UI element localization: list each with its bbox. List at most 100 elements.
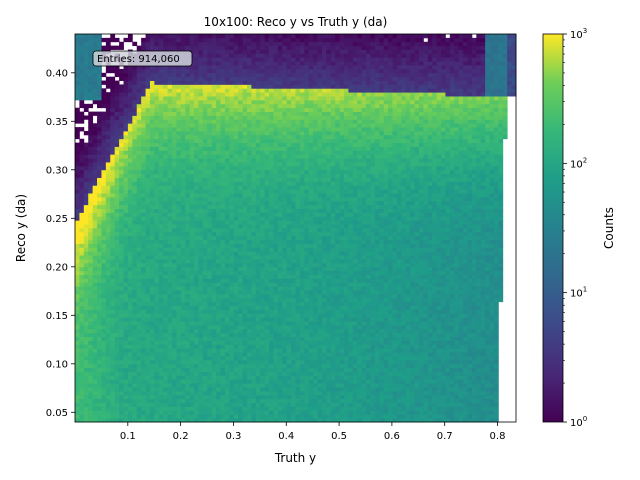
heatmap-cell: [149, 173, 155, 178]
heatmap-cell: [163, 134, 169, 140]
heatmap-cell: [167, 262, 173, 268]
heatmap-cell: [216, 204, 221, 209]
heatmap-cell: [207, 107, 213, 112]
heatmap-cell: [189, 340, 195, 345]
heatmap-cell: [224, 193, 230, 198]
heatmap-cell: [132, 414, 138, 419]
heatmap-cell: [211, 371, 217, 376]
heatmap-cell: [119, 282, 124, 287]
heatmap-cell: [242, 278, 248, 283]
heatmap-cell: [114, 173, 120, 178]
heatmap-cell: [233, 65, 239, 70]
heatmap-cell: [167, 297, 173, 303]
heatmap-cell: [224, 390, 230, 396]
heatmap-cell: [88, 216, 94, 221]
heatmap-cell: [141, 131, 146, 136]
heatmap-cell: [158, 274, 164, 279]
heatmap-cell: [154, 286, 160, 291]
heatmap-cell: [158, 169, 164, 175]
heatmap-cell: [185, 387, 191, 392]
heatmap-cell: [238, 158, 243, 163]
heatmap-cell: [202, 193, 208, 198]
heatmap-cell: [172, 162, 177, 167]
heatmap-cell: [189, 414, 195, 419]
heatmap-cell: [119, 193, 124, 198]
heatmap-cell: [176, 212, 182, 217]
heatmap-cell: [238, 336, 243, 341]
heatmap-cell: [92, 262, 98, 268]
heatmap-cell: [260, 53, 266, 58]
heatmap-cell: [273, 158, 279, 163]
heatmap-cell: [291, 414, 296, 419]
heatmap-cell: [172, 72, 177, 78]
heatmap-cell: [127, 328, 133, 334]
heatmap-cell: [101, 173, 107, 178]
heatmap-cell: [211, 142, 217, 147]
heatmap-cell: [75, 235, 80, 241]
heatmap-cell: [136, 251, 142, 256]
heatmap-cell: [211, 387, 217, 392]
heatmap-cell: [189, 390, 195, 396]
heatmap-cell: [251, 410, 257, 415]
heatmap-cell: [163, 228, 169, 233]
heatmap-cell: [149, 84, 155, 89]
heatmap-cell: [211, 313, 217, 318]
heatmap-cell: [264, 313, 270, 318]
heatmap-cell: [145, 243, 151, 248]
heatmap-cell: [105, 127, 111, 132]
heatmap-cell: [242, 65, 248, 70]
heatmap-cell: [295, 193, 301, 198]
heatmap-cell: [123, 278, 129, 283]
heatmap-cell: [264, 204, 270, 209]
heatmap-cell: [216, 68, 221, 74]
heatmap-cell: [97, 235, 102, 241]
heatmap-cell: [158, 293, 164, 299]
heatmap-cell: [127, 243, 133, 248]
heatmap-cell: [238, 142, 243, 147]
heatmap-cell: [224, 200, 230, 206]
heatmap-cell: [260, 228, 266, 233]
heatmap-cell: [163, 239, 169, 244]
heatmap-cell: [269, 243, 274, 248]
heatmap-cell: [216, 169, 221, 175]
heatmap-cell: [251, 150, 257, 155]
heatmap-cell: [295, 200, 301, 206]
heatmap-cell: [295, 418, 301, 423]
heatmap-cell: [114, 99, 120, 105]
heatmap-cell: [119, 204, 124, 209]
heatmap-cell: [246, 212, 252, 217]
heatmap-cell: [246, 138, 252, 144]
heatmap-cell: [224, 332, 230, 338]
heatmap-cell: [123, 146, 129, 151]
heatmap-cell: [198, 336, 204, 341]
heatmap-cell: [180, 235, 186, 241]
heatmap-cell: [264, 278, 270, 283]
heatmap-cell: [101, 224, 107, 229]
heatmap-cell: [145, 367, 151, 372]
heatmap-cell: [286, 88, 292, 93]
heatmap-cell: [202, 53, 208, 58]
heatmap-cell: [242, 72, 248, 78]
heatmap-cell: [123, 181, 129, 186]
heatmap-cell: [154, 196, 160, 202]
heatmap-cell: [154, 262, 160, 268]
heatmap-cell: [277, 134, 283, 140]
heatmap-cell: [269, 325, 274, 330]
heatmap-cell: [101, 200, 107, 206]
heatmap-cell: [202, 305, 208, 310]
heatmap-cell: [277, 88, 283, 93]
heatmap-cell: [97, 274, 102, 279]
heatmap-cell: [97, 228, 102, 233]
heatmap-cell: [273, 262, 279, 268]
heatmap-cell: [273, 169, 279, 175]
heatmap-cell: [269, 359, 274, 365]
heatmap-cell: [105, 371, 111, 376]
heatmap-cell: [101, 146, 107, 151]
heatmap-cell: [198, 185, 204, 190]
heatmap-cell: [119, 305, 124, 310]
heatmap-cell: [189, 293, 195, 299]
heatmap-cell: [88, 224, 94, 229]
heatmap-cell: [127, 111, 133, 116]
heatmap-cell: [269, 414, 274, 419]
heatmap-cell: [114, 383, 120, 388]
